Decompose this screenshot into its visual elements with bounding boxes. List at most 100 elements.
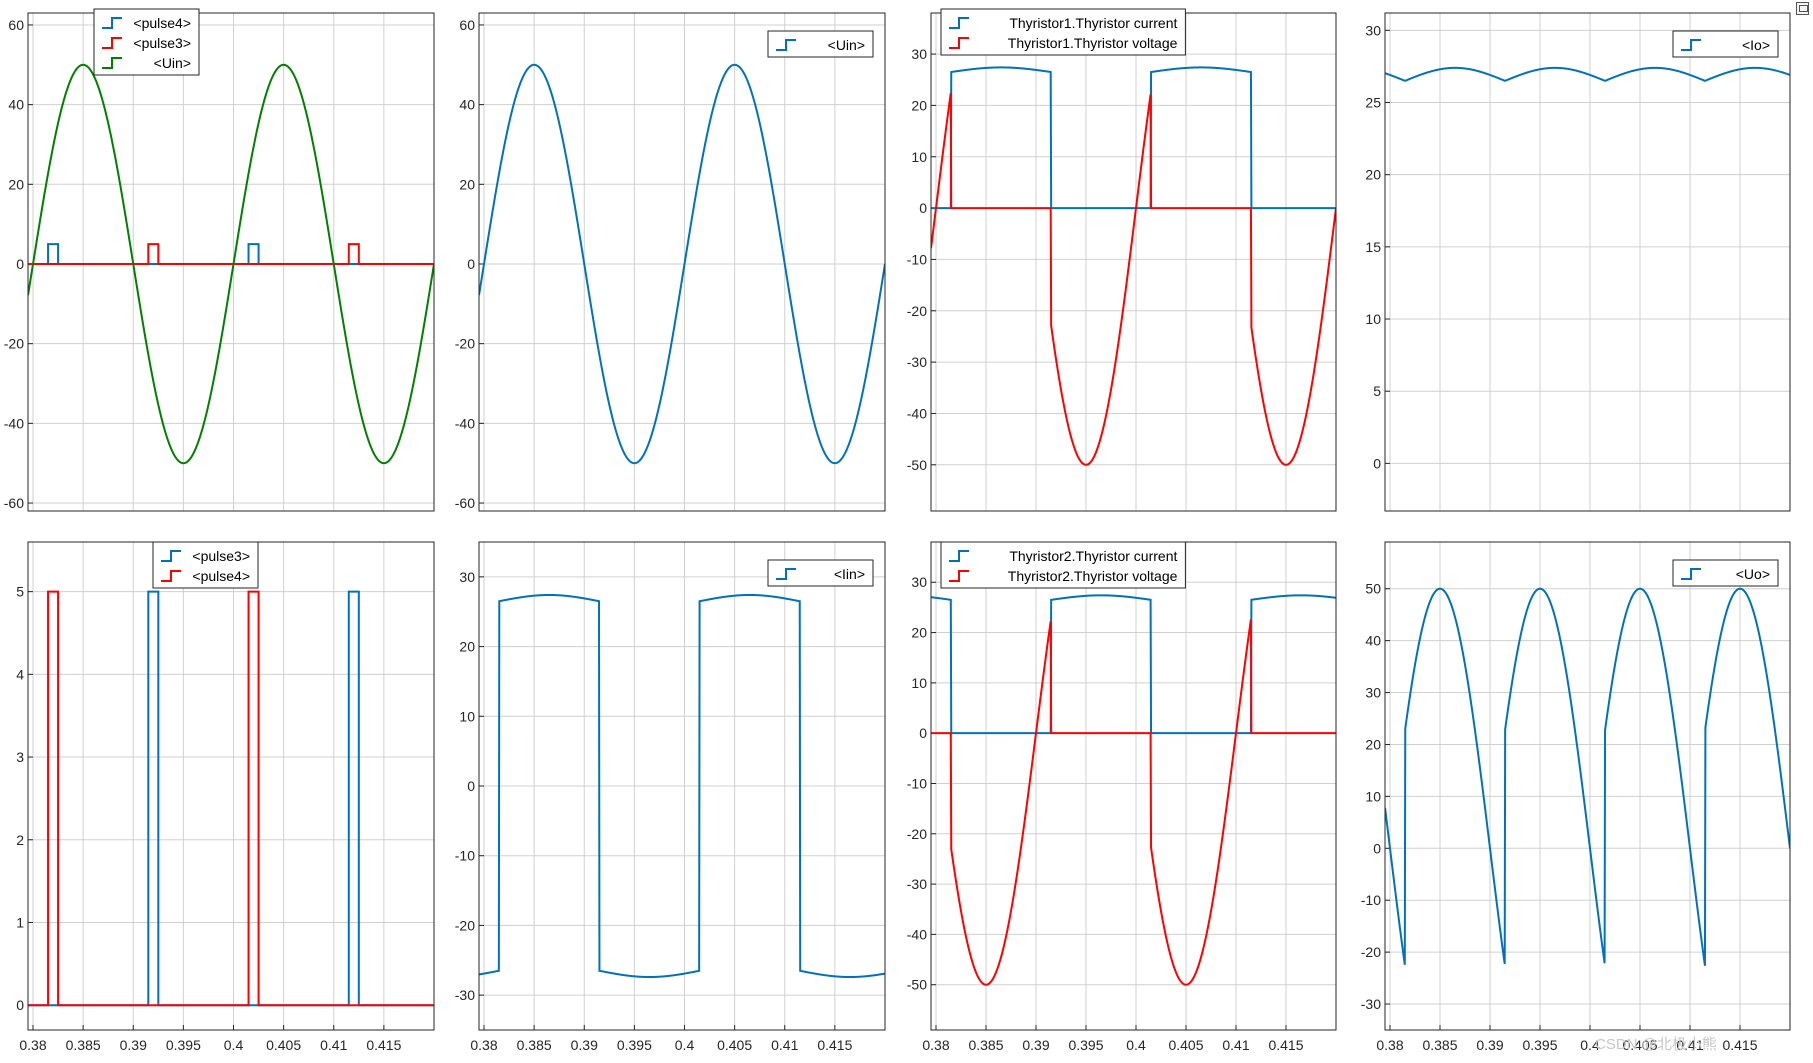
y-tick-label: -40 (4, 415, 24, 431)
series-line-pulse3 (28, 590, 434, 1007)
y-tick-label: -30 (907, 354, 927, 370)
chart-panel-p5: 0 1 2 3 4 5 0.38 0.385 0.39 0.395 0.4 0.405 0.41 0.41… (16, 541, 435, 1053)
y-tick-label: 5 (16, 584, 24, 600)
x-tick-label: 0.405 (1622, 1037, 1657, 1053)
x-tick-label: 0.39 (571, 1037, 598, 1053)
axes-frame (27, 12, 435, 512)
y-tick-label: -10 (455, 848, 475, 864)
y-tick-label: 20 (1365, 167, 1381, 183)
legend-entry: Thyristor2.Thyristor current (1009, 548, 1177, 564)
undock-icon[interactable] (1796, 2, 1809, 15)
y-tick-label: -60 (455, 495, 475, 511)
x-tick-label: 0.395 (166, 1037, 201, 1053)
y-tick-label: 10 (1365, 311, 1381, 327)
y-tick-label: 0 (919, 200, 927, 216)
legend-entry: <pulse3> (133, 35, 191, 51)
chart-panel-p4: 0 5 10 15 20 25 30 <Io> (1365, 12, 1791, 512)
y-tick-label: 3 (16, 749, 24, 765)
y-tick-label: 5 (1373, 383, 1381, 399)
y-tick-label: 1 (16, 914, 24, 930)
y-tick-label: 0 (467, 778, 475, 794)
x-tick-label: 0.41 (320, 1037, 347, 1053)
legend-box (940, 541, 1186, 589)
y-tick-label: -20 (4, 336, 24, 352)
x-tick-label: 0.41 (1222, 1037, 1249, 1053)
y-tick-label: 10 (911, 675, 927, 691)
legend-entry: <Uo> (1736, 566, 1770, 582)
x-tick-label: 0.395 (617, 1037, 652, 1053)
legend-symbol (949, 17, 969, 29)
x-tick-label: 0.41 (771, 1037, 798, 1053)
y-tick-label: -30 (455, 987, 475, 1003)
axes-frame (1384, 12, 1791, 512)
legend-symbol (1681, 39, 1701, 51)
legend-symbol (102, 57, 122, 69)
y-tick-label: -30 (1361, 996, 1381, 1012)
chart-panel-p7: -50 -40 -30 -20 -10 0 10 20 30 0.38 0.385 0.39 0.395… (907, 541, 1337, 1053)
y-tick-label: 20 (1365, 736, 1381, 752)
series-line-pulse4 (28, 590, 434, 1007)
y-tick-label: 30 (1365, 22, 1381, 38)
y-tick-label: 50 (1365, 581, 1381, 597)
x-tick-label: 0.395 (1522, 1037, 1557, 1053)
y-tick-label: -10 (1361, 892, 1381, 908)
x-tick-label: 0.4 (675, 1037, 695, 1053)
series-line-thyristor1-thyristor-current (931, 66, 1336, 210)
y-tick-label: 20 (8, 176, 24, 192)
y-tick-label: 25 (1365, 94, 1381, 110)
legend-symbol (102, 37, 122, 49)
y-tick-label: 2 (16, 832, 24, 848)
legend-entry: <pulse4> (133, 15, 191, 31)
x-tick-label: 0.39 (1022, 1037, 1049, 1053)
y-tick-label: 10 (1365, 788, 1381, 804)
y-tick-label: 60 (459, 17, 475, 33)
y-tick-label: 40 (459, 97, 475, 113)
legend-symbol (161, 570, 181, 582)
series-line-uo (1385, 587, 1790, 966)
y-tick-label: -50 (907, 457, 927, 473)
series-line-io (1385, 66, 1790, 82)
legend-box (940, 8, 1186, 56)
x-tick-label: 0.405 (717, 1037, 752, 1053)
y-tick-label: 10 (911, 149, 927, 165)
x-tick-label: 0.385 (1422, 1037, 1457, 1053)
y-tick-label: -40 (907, 926, 927, 942)
legend-entry: <Uin> (154, 55, 191, 71)
y-tick-label: 30 (911, 46, 927, 62)
series-line-thyristor2-thyristor-current (931, 594, 1336, 735)
x-tick-label: 0.385 (517, 1037, 552, 1053)
legend-symbol (776, 568, 796, 580)
chart-panel-p6: -30 -20 -10 0 10 20 30 0.38 0.385 0.39 0.395 0.4 0.4… (455, 541, 886, 1053)
y-tick-label: 60 (8, 17, 24, 33)
x-tick-label: 0.415 (1268, 1037, 1303, 1053)
chart-panel-p8: -30 -20 -10 0 10 20 30 40 50 0.38 0.385 0.39 0.395 0.… (1361, 541, 1791, 1053)
y-tick-label: -30 (907, 876, 927, 892)
x-tick-label: 0.385 (66, 1037, 101, 1053)
y-tick-label: -20 (907, 826, 927, 842)
legend-entry: Thyristor2.Thyristor voltage (1008, 568, 1178, 584)
chart-panel-p1: -60 -40 -20 0 20 40 60 <pulse4> <pulse3> <Uin> (4, 8, 435, 512)
y-tick-label: -40 (455, 415, 475, 431)
y-tick-label: -10 (907, 775, 927, 791)
x-tick-label: 0.415 (1722, 1037, 1757, 1053)
y-tick-label: -50 (907, 977, 927, 993)
y-tick-label: 0 (16, 997, 24, 1013)
legend-entry: Thyristor1.Thyristor voltage (1008, 35, 1178, 51)
y-tick-label: 20 (459, 176, 475, 192)
legend-symbol (161, 550, 181, 562)
x-tick-label: 0.38 (922, 1037, 949, 1053)
y-tick-label: -20 (455, 917, 475, 933)
y-tick-label: 4 (16, 666, 24, 682)
x-tick-label: 0.41 (1676, 1037, 1703, 1053)
x-tick-label: 0.415 (817, 1037, 852, 1053)
watermark: CSDN @北极小熊 (1595, 1036, 1717, 1053)
x-tick-label: 0.385 (968, 1037, 1003, 1053)
axes-frame (478, 12, 886, 512)
legend-entry: <pulse4> (192, 568, 250, 584)
y-tick-label: -20 (907, 303, 927, 319)
y-tick-label: 40 (1365, 633, 1381, 649)
y-tick-label: 15 (1365, 239, 1381, 255)
x-tick-label: 0.38 (470, 1037, 497, 1053)
y-tick-label: 0 (1373, 455, 1381, 471)
